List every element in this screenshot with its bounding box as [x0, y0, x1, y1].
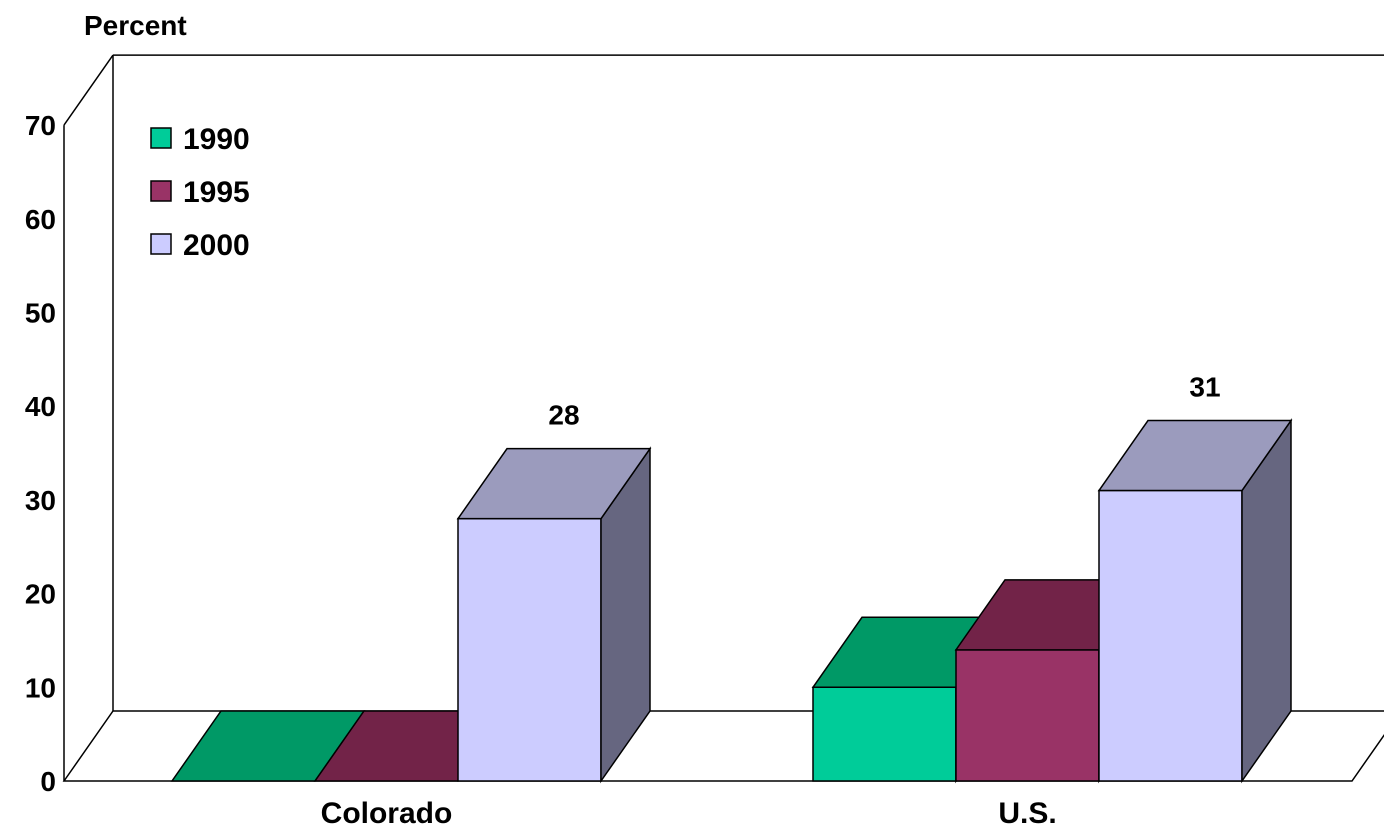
chart-frame: [63, 54, 1384, 781]
y-tick-labels: 0 10 20 30 40 50 60 70: [25, 110, 56, 797]
bar: [456, 446, 652, 784]
bar-front: [812, 686, 957, 782]
legend-label: 1995: [183, 176, 250, 209]
bar-top: [1097, 419, 1293, 492]
legend: 1990 1995 2000: [150, 123, 250, 262]
bar: [1097, 418, 1293, 784]
category-label: U.S.: [998, 797, 1056, 830]
bar-front: [457, 517, 602, 782]
y-tick-label: 40: [25, 391, 56, 422]
bars: [170, 418, 1293, 784]
legend-label: 2000: [183, 229, 250, 262]
y-tick-label: 50: [25, 298, 56, 329]
legend-label: 1990: [183, 123, 250, 156]
category-label: Colorado: [321, 797, 453, 830]
legend-swatch: [150, 180, 172, 202]
y-tick-label: 10: [25, 672, 56, 703]
wall-top-left-edge: [63, 54, 114, 126]
y-tick-label: 0: [40, 766, 56, 797]
category-labels: Colorado U.S.: [321, 797, 1057, 830]
data-label: 28: [548, 400, 579, 431]
y-tick-label: 70: [25, 110, 56, 141]
legend-swatch: [150, 127, 172, 149]
legend-swatch: [150, 233, 172, 255]
bar-front: [1098, 489, 1243, 782]
data-label: 31: [1189, 372, 1220, 403]
y-tick-label: 20: [25, 579, 56, 610]
y-tick-label: 30: [25, 485, 56, 516]
bar-front: [955, 649, 1100, 782]
data-labels: 28 31: [548, 372, 1220, 431]
y-tick-label: 60: [25, 204, 56, 235]
y-axis-label: Percent: [84, 10, 187, 41]
bar-top: [456, 447, 652, 520]
